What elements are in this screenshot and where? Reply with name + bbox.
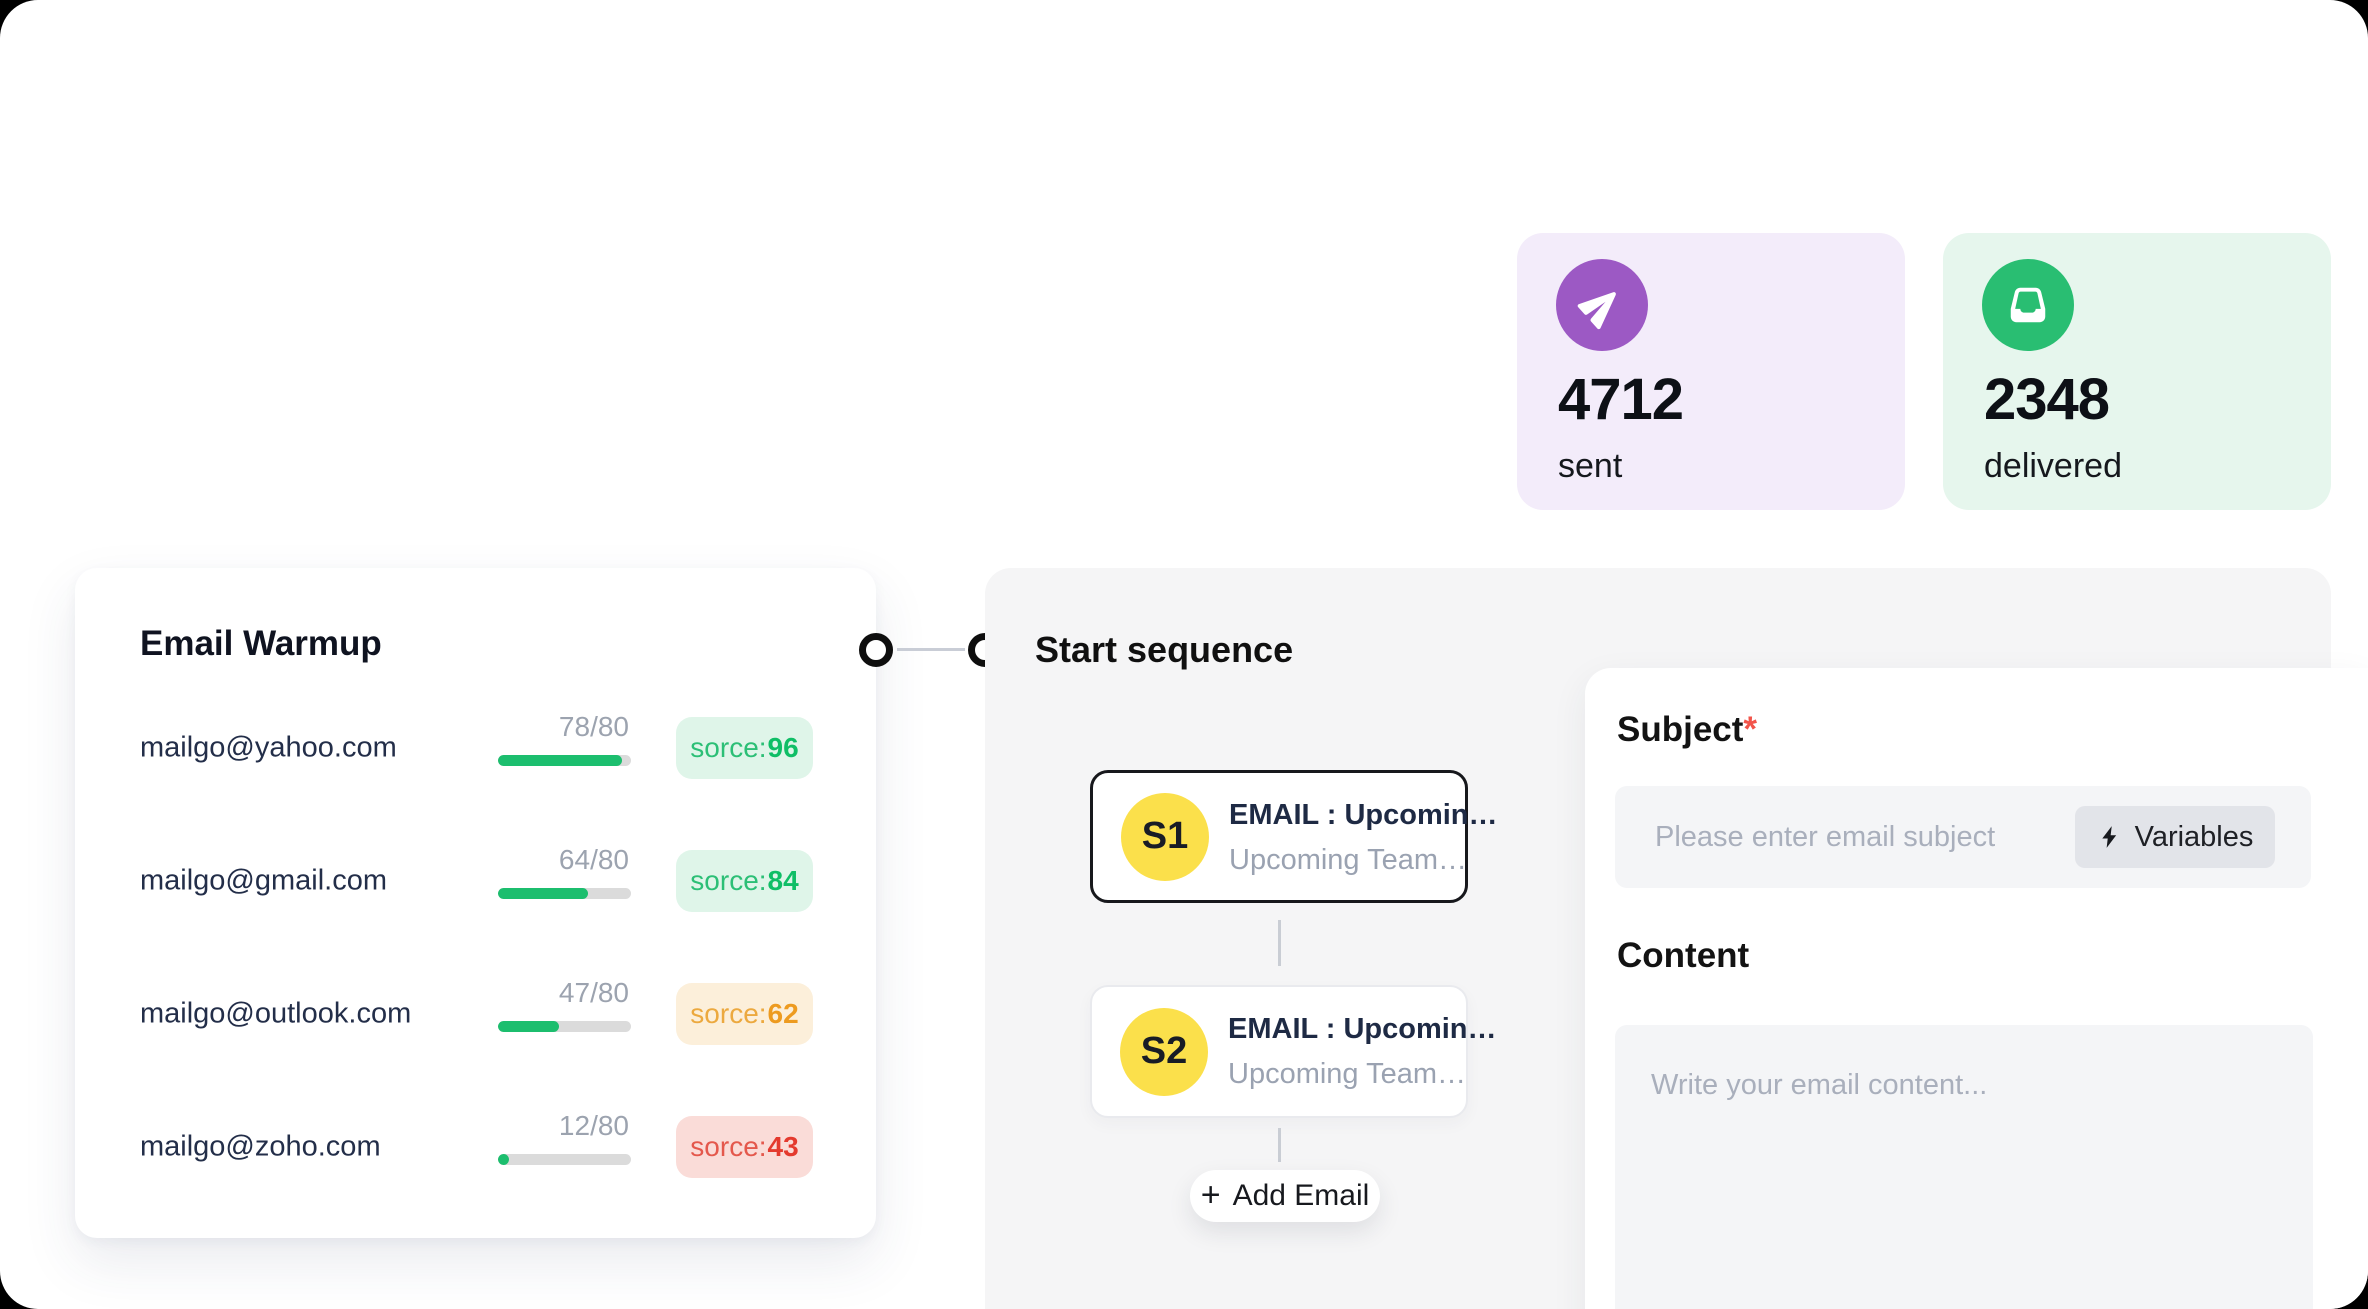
score-badge: sorce: 43 (676, 1116, 813, 1178)
required-asterisk: * (1743, 710, 1758, 749)
step-badge-s2: S2 (1120, 1007, 1208, 1096)
score-value: 43 (767, 1131, 799, 1162)
step-subtitle: Upcoming Team… (1228, 1058, 1467, 1090)
stat-card-delivered: 2348 delivered (1943, 233, 2331, 510)
add-email-label: Add Email (1232, 1179, 1370, 1212)
warmup-progress: 78/80 (498, 711, 631, 781)
score-label: sorce: (690, 1131, 767, 1162)
score-label: sorce: (690, 865, 767, 896)
stat-card-sent: 4712 sent (1517, 233, 1905, 510)
warmup-row-gmail: mailgo@gmail.com 64/80 sorce: 84 (140, 844, 813, 914)
lightning-icon (2101, 826, 2116, 848)
step-connector-line (1278, 1128, 1281, 1162)
score-badge: sorce: 96 (676, 717, 813, 779)
connector-node-left (859, 633, 893, 667)
progress-fill (498, 1021, 560, 1032)
connector-line (897, 648, 965, 651)
step-connector-line (1278, 920, 1281, 966)
content-label: Content (1617, 936, 1750, 975)
progress-fill (498, 755, 622, 766)
score-badge: sorce: 84 (676, 850, 813, 912)
progress-count: 47/80 (558, 977, 629, 1008)
progress-track (498, 888, 631, 899)
warmup-row-outlook: mailgo@outlook.com 47/80 sorce: 62 (140, 977, 813, 1047)
email-warmup-card: Email Warmup mailgo@yahoo.com 78/80 sorc… (75, 568, 876, 1238)
step-subtitle: Upcoming Team… (1229, 844, 1468, 876)
add-email-button[interactable]: + Add Email (1190, 1170, 1380, 1222)
progress-fill (498, 888, 589, 899)
progress-track (498, 1021, 631, 1032)
inbox-icon (1982, 259, 2074, 351)
progress-count: 12/80 (558, 1110, 629, 1141)
score-value: 84 (767, 865, 799, 896)
score-label: sorce: (690, 732, 767, 763)
warmup-progress: 47/80 (498, 977, 631, 1047)
sequence-title: Start sequence (1035, 629, 1294, 670)
send-icon (1556, 259, 1648, 351)
subject-input[interactable] (1615, 786, 2075, 888)
stat-label-sent: sent (1558, 447, 1623, 485)
warmup-row-yahoo: mailgo@yahoo.com 78/80 sorce: 96 (140, 711, 813, 781)
score-value: 62 (767, 998, 799, 1029)
step-title: EMAIL : Upcomin… (1228, 1013, 1497, 1045)
variables-button[interactable]: Variables (2075, 806, 2275, 868)
sequence-step-s1[interactable]: S1 EMAIL : Upcomin… Upcoming Team… (1090, 770, 1498, 903)
progress-fill (498, 1154, 509, 1165)
warmup-email: mailgo@outlook.com (140, 997, 412, 1030)
subject-label-text: Subject (1617, 710, 1744, 749)
step-badge-s1: S1 (1121, 792, 1209, 881)
warmup-email: mailgo@yahoo.com (140, 731, 397, 764)
progress-track (498, 1154, 631, 1165)
email-editor-card: Subject* Variables Content (1585, 668, 2368, 1309)
subject-field: Variables (1615, 786, 2311, 888)
email-warmup-title: Email Warmup (140, 624, 382, 663)
progress-count: 78/80 (558, 711, 629, 742)
subject-label: Subject* (1617, 710, 1757, 750)
warmup-email: mailgo@zoho.com (140, 1130, 381, 1163)
stat-label-delivered: delivered (1984, 447, 2122, 485)
plus-icon: + (1200, 1175, 1221, 1214)
score-badge: sorce: 62 (676, 983, 813, 1045)
step-title: EMAIL : Upcomin… (1229, 799, 1498, 831)
warmup-progress: 64/80 (498, 844, 631, 914)
score-label: sorce: (690, 998, 767, 1029)
score-value: 96 (767, 732, 799, 763)
sequence-step-s2[interactable]: S2 EMAIL : Upcomin… Upcoming Team… (1090, 985, 1497, 1118)
variables-label: Variables (2134, 820, 2254, 853)
warmup-progress: 12/80 (498, 1110, 631, 1180)
content-textarea[interactable] (1615, 1025, 2313, 1309)
warmup-row-zoho: mailgo@zoho.com 12/80 sorce: 43 (140, 1110, 813, 1180)
warmup-email: mailgo@gmail.com (140, 864, 388, 897)
step-texts: EMAIL : Upcomin… Upcoming Team… (1229, 799, 1498, 877)
step-texts: EMAIL : Upcomin… Upcoming Team… (1228, 1013, 1497, 1091)
stat-value-delivered: 2348 (1984, 367, 2110, 432)
progress-count: 64/80 (558, 844, 629, 875)
progress-track (498, 755, 631, 766)
stat-value-sent: 4712 (1558, 367, 1684, 432)
